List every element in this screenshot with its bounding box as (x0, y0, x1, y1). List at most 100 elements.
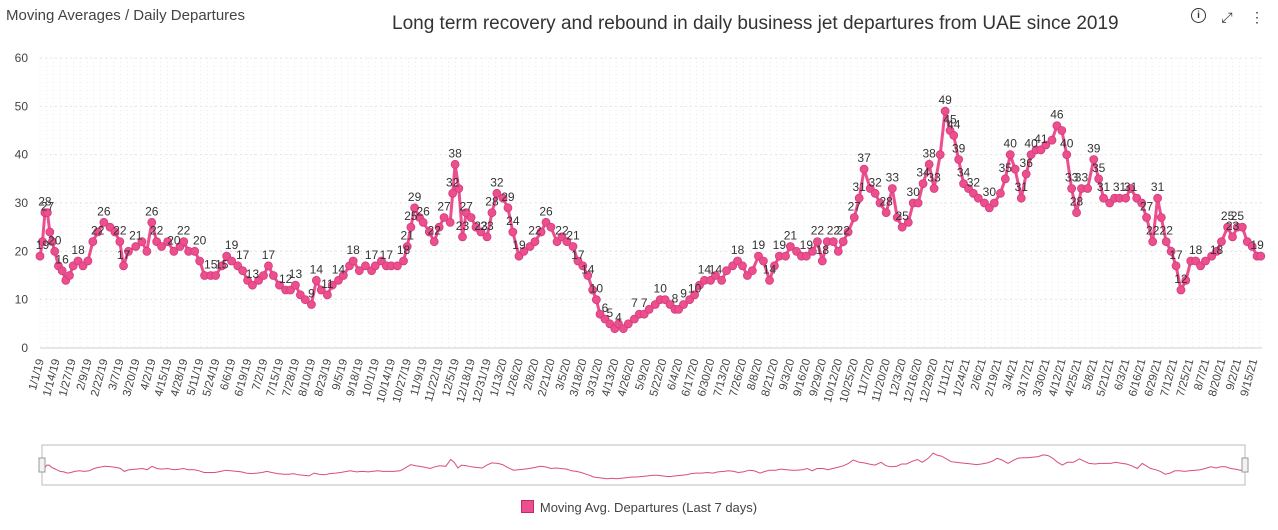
data-label: 46 (1050, 108, 1064, 122)
data-label: 31 (1015, 180, 1029, 194)
data-label: 17 (236, 248, 250, 262)
data-point (747, 266, 757, 276)
data-label: 19 (800, 238, 814, 252)
data-point (690, 290, 699, 300)
data-point (1161, 237, 1171, 247)
data-point (1176, 285, 1186, 295)
data-point (679, 300, 688, 309)
data-point (83, 256, 93, 266)
data-label: 33 (1065, 171, 1079, 185)
data-label: 33 (1075, 171, 1089, 185)
data-label: 19 (773, 238, 787, 252)
data-point (1181, 275, 1191, 285)
data-point (758, 256, 768, 266)
data-label: 27 (437, 200, 451, 214)
data-point (307, 300, 316, 309)
data-label: 31 (1113, 180, 1127, 194)
data-point (583, 271, 593, 280)
data-point (801, 251, 811, 261)
data-label: 7 (631, 296, 638, 310)
data-label: 22 (555, 224, 569, 238)
data-label: 17 (380, 248, 394, 262)
left-range-handle[interactable] (38, 457, 46, 473)
data-label: 20 (167, 233, 181, 247)
data-label: 21 (784, 229, 798, 243)
data-point (1047, 135, 1057, 145)
data-label: 23 (480, 219, 494, 233)
data-point (248, 280, 257, 290)
legend[interactable]: Moving Avg. Departures (Last 7 days) (0, 500, 1278, 515)
data-label: 32 (490, 175, 504, 189)
data-label: 38 (922, 146, 936, 160)
data-point (429, 237, 439, 247)
y-tick-label: 60 (15, 51, 29, 65)
data-label: 12 (1174, 272, 1188, 286)
data-point (996, 188, 1005, 198)
data-label: 25 (895, 209, 909, 223)
data-label: 25 (1231, 209, 1245, 223)
data-point (1237, 222, 1247, 232)
data-label: 28 (485, 195, 499, 209)
data-label: 31 (1151, 180, 1165, 194)
data-point (503, 203, 513, 213)
data-point (828, 237, 838, 247)
data-point (42, 208, 52, 218)
data-point (881, 208, 891, 218)
data-label: 49 (938, 93, 952, 107)
navigator-frame (41, 444, 1246, 486)
data-point (392, 261, 402, 271)
data-point (989, 198, 999, 208)
data-point (1142, 213, 1151, 222)
data-point (973, 193, 983, 203)
data-point (424, 227, 434, 237)
right-range-handle[interactable] (1241, 457, 1249, 473)
data-point (623, 319, 633, 329)
data-point (838, 237, 848, 247)
data-point (454, 184, 464, 193)
data-label: 22 (837, 224, 851, 238)
data-label: 31 (1124, 180, 1138, 194)
data-label: 4 (615, 311, 622, 325)
data-point (546, 222, 556, 232)
data-label: 17 (117, 248, 131, 262)
data-label: 35 (999, 161, 1013, 175)
data-label: 23 (456, 219, 470, 233)
data-label: 20 (193, 233, 207, 247)
data-label: 14 (698, 262, 712, 276)
data-point (1062, 150, 1072, 160)
data-point (217, 261, 227, 271)
info-icon[interactable]: i (1191, 8, 1206, 23)
data-point (875, 198, 885, 208)
data-label: 22 (113, 224, 127, 238)
data-label: 27 (1140, 200, 1154, 214)
data-label: 18 (1189, 243, 1203, 257)
more-vertical-icon[interactable]: ⋮ (1250, 8, 1264, 25)
data-label: 12 (279, 272, 293, 286)
data-point (508, 227, 518, 237)
data-label: 21 (401, 229, 415, 243)
data-point (644, 304, 654, 314)
data-label: 22 (1146, 224, 1160, 238)
data-label: 21 (566, 229, 580, 243)
data-point (717, 275, 727, 285)
data-point (785, 242, 795, 251)
data-point (476, 227, 486, 237)
data-point (530, 237, 540, 247)
data-label: 28 (38, 195, 52, 209)
data-point (918, 179, 928, 189)
data-point (1171, 261, 1181, 271)
data-label: 15 (204, 258, 218, 272)
data-label: 39 (1087, 142, 1101, 156)
data-point (578, 261, 588, 271)
data-label: 19 (1250, 238, 1264, 252)
data-label: 22 (428, 224, 442, 238)
y-tick-label: 10 (15, 293, 29, 307)
expand-icon[interactable]: ⤢ (1221, 8, 1233, 25)
data-point (93, 227, 103, 237)
data-label: 26 (417, 204, 431, 218)
data-label: 17 (262, 248, 276, 262)
data-label: 8 (672, 291, 679, 305)
data-label: 18 (71, 243, 85, 257)
data-point (110, 227, 120, 237)
data-point (147, 217, 157, 227)
